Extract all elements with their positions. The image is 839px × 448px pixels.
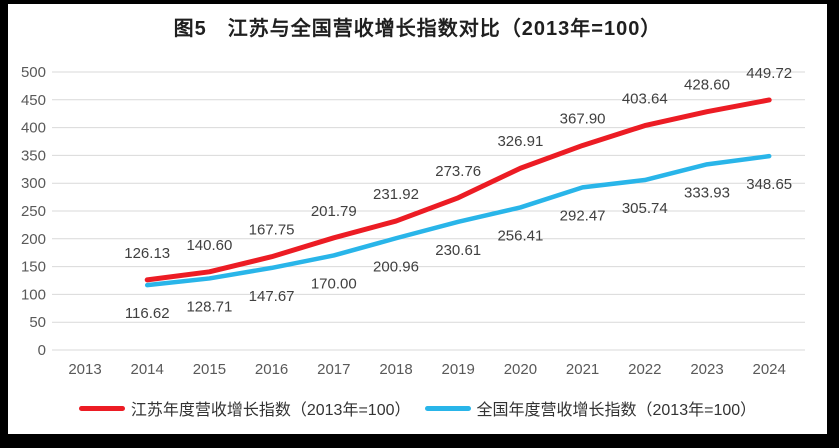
data-label: 147.67	[249, 288, 295, 305]
x-tick-label: 2015	[193, 361, 226, 378]
series-line	[144, 97, 772, 283]
jiangsu-line-swatch-icon	[78, 405, 125, 411]
x-tick-label: 2019	[442, 361, 475, 378]
y-tick-label: 350	[21, 147, 46, 164]
y-tick-label: 300	[21, 175, 46, 192]
data-label: 292.47	[560, 207, 606, 224]
y-tick-label: 200	[21, 231, 46, 248]
y-tick-label: 50	[29, 314, 46, 331]
data-label: 403.64	[622, 91, 668, 108]
legend-item-jiangsu: 江苏年度营收增长指数（2013年=100）	[78, 396, 411, 420]
data-label: 201.79	[311, 203, 357, 220]
data-label: 326.91	[497, 133, 543, 150]
y-tick-label: 150	[21, 259, 46, 276]
series-line	[144, 153, 772, 288]
data-label: 126.13	[124, 245, 170, 262]
x-tick-label: 2022	[628, 361, 661, 378]
x-tick-label: 2014	[131, 361, 164, 378]
x-tick-label: 2018	[379, 361, 412, 378]
y-tick-label: 450	[21, 92, 46, 109]
x-tick-label: 2021	[566, 361, 599, 378]
data-label: 170.00	[311, 275, 357, 292]
y-tick-label: 500	[21, 64, 46, 81]
y-tick-label: 0	[38, 342, 46, 359]
data-label: 367.90	[560, 110, 606, 127]
data-label: 128.71	[186, 298, 232, 315]
data-label: 140.60	[186, 237, 232, 254]
data-label: 200.96	[373, 258, 419, 275]
legend-item-national: 全国年度营收增长指数（2013年=100）	[424, 396, 757, 420]
legend-label-jiangsu: 江苏年度营收增长指数（2013年=100）	[130, 402, 411, 419]
legend: 江苏年度营收增长指数（2013年=100） 全国年度营收增长指数（2013年=1…	[8, 396, 827, 420]
x-tick-label: 2017	[317, 361, 350, 378]
chart-title: 图5 江苏与全国营收增长指数对比（2013年=100）	[173, 18, 662, 40]
data-label: 256.41	[497, 227, 543, 244]
data-label: 230.61	[435, 242, 481, 259]
y-tick-label: 400	[21, 120, 46, 137]
x-tick-label: 2020	[504, 361, 537, 378]
data-label: 167.75	[249, 222, 295, 239]
x-tick-label: 2023	[690, 361, 723, 378]
chart-canvas: 0 50 100 150 200 250 300 350 400 450 500 2013 2014 20…	[21, 64, 805, 378]
legend-label-national: 全国年度营收增长指数（2013年=100）	[476, 402, 757, 419]
x-tick-label: 2024	[753, 361, 786, 378]
y-tick-label: 100	[21, 286, 46, 303]
x-tick-label: 2016	[255, 361, 288, 378]
x-tick-label: 2013	[68, 361, 101, 378]
data-label: 333.93	[684, 184, 730, 201]
data-label: 273.76	[435, 163, 481, 180]
national-line-swatch-icon	[424, 405, 471, 411]
data-label: 116.62	[125, 305, 170, 322]
chart-area: 图5 江苏与全国营收增长指数对比（2013年=100） 0 50 100 150 200…	[8, 4, 827, 434]
data-label: 348.65	[746, 176, 792, 193]
data-label: 449.72	[746, 65, 792, 82]
data-label: 305.74	[622, 200, 668, 217]
data-label: 428.60	[684, 77, 730, 94]
data-label: 231.92	[373, 186, 419, 203]
y-tick-label: 250	[21, 203, 46, 220]
